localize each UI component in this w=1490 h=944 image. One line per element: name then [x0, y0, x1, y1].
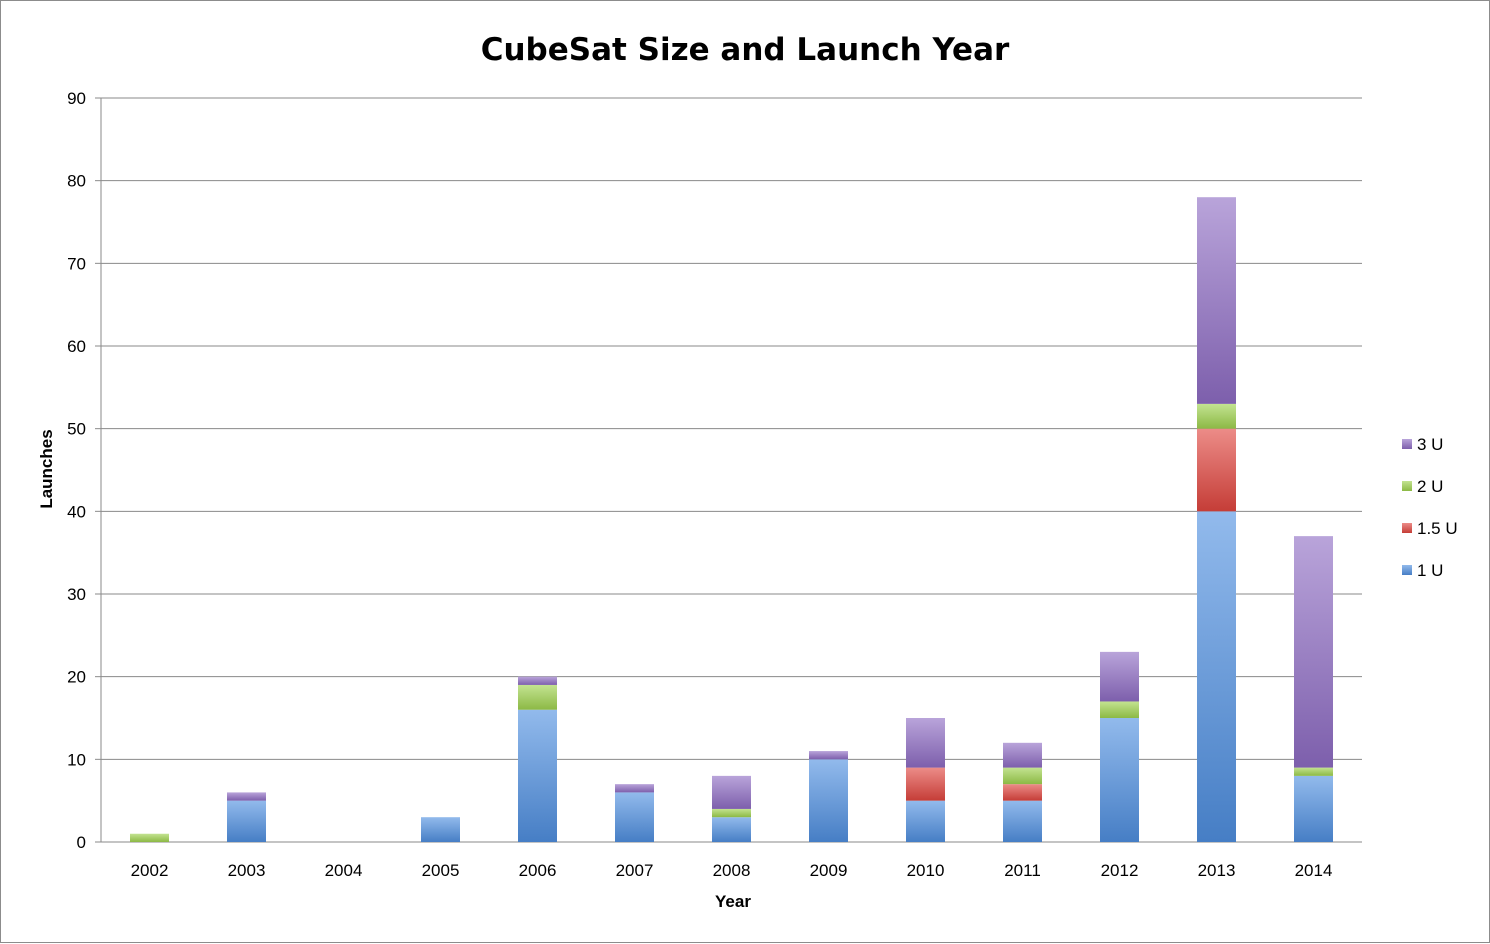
bar-2013-2-U: [1197, 403, 1236, 429]
bar-2005-1-U: [421, 817, 460, 842]
y-tick-label-0: 0: [77, 833, 86, 852]
legend-swatch-1-5-U: [1402, 523, 1412, 533]
legend-swatch-1-U: [1402, 565, 1412, 575]
bar-2011-2-U: [1003, 767, 1042, 785]
y-tick-label-90: 90: [67, 89, 86, 108]
bar-2007-1-U: [615, 792, 654, 842]
bar-2012-1-U: [1100, 718, 1139, 842]
x-tick-label-2002: 2002: [131, 861, 169, 880]
y-axis-title: Launches: [37, 429, 56, 508]
bar-2012-3-U: [1100, 651, 1139, 702]
bar-2013-1-U: [1197, 511, 1236, 842]
y-tick-label-20: 20: [67, 668, 86, 687]
bar-2006-1-U: [518, 709, 557, 842]
bar-2011-1-U: [1003, 800, 1042, 842]
y-tick-label-40: 40: [67, 502, 86, 521]
y-tick-label-60: 60: [67, 337, 86, 356]
y-tick-label-50: 50: [67, 420, 86, 439]
gridlines: [95, 97, 1362, 843]
y-tick-label-70: 70: [67, 254, 86, 273]
bar-2012-2-U: [1100, 701, 1139, 718]
bar-2014-2-U: [1294, 767, 1333, 776]
bar-2003-3-U: [227, 792, 266, 801]
x-tick-label-2003: 2003: [228, 861, 266, 880]
x-tick-label-2006: 2006: [519, 861, 557, 880]
legend-swatch-2-U: [1402, 481, 1412, 491]
bar-2013-1-5-U: [1197, 428, 1236, 512]
legend-label-1-U: 1 U: [1417, 561, 1443, 580]
x-tick-label-2013: 2013: [1198, 861, 1236, 880]
x-tick-label-2012: 2012: [1101, 861, 1139, 880]
x-tick-label-2014: 2014: [1295, 861, 1333, 880]
legend-swatch-3-U: [1402, 439, 1412, 449]
x-tick-label-2007: 2007: [616, 861, 654, 880]
y-tick-label-10: 10: [67, 750, 86, 769]
bar-2008-2-U: [712, 808, 751, 818]
y-tick-label-80: 80: [67, 172, 86, 191]
x-axis-title: Year: [715, 892, 751, 911]
bar-2009-3-U: [809, 751, 848, 760]
bar-2007-3-U: [615, 784, 654, 793]
bars: [130, 197, 1333, 842]
y-tick-label-30: 30: [67, 585, 86, 604]
bar-2006-2-U: [518, 684, 557, 710]
bar-2011-3-U: [1003, 742, 1042, 768]
x-tick-label-2004: 2004: [325, 861, 363, 880]
chart-title: CubeSat Size and Launch Year: [481, 32, 1010, 68]
bar-2003-1-U: [227, 800, 266, 842]
y-tick-labels: 0 10 20 30 40 50 60 70 80 90: [67, 89, 86, 852]
legend: 3 U 2 U 1.5 U 1 U: [1402, 435, 1458, 580]
legend-label-3-U: 3 U: [1417, 435, 1443, 454]
x-tick-label-2005: 2005: [422, 861, 460, 880]
bar-2014-3-U: [1294, 536, 1333, 768]
bar-2013-3-U: [1197, 197, 1236, 404]
bar-2010-3-U: [906, 718, 945, 768]
bar-2014-1-U: [1294, 775, 1333, 842]
bar-2008-1-U: [712, 817, 751, 842]
bar-2006-3-U: [518, 676, 557, 685]
bar-2009-1-U: [809, 759, 848, 842]
x-tick-label-2008: 2008: [713, 861, 751, 880]
bar-2010-1-U: [906, 800, 945, 842]
bar-2002-2-U: [130, 833, 169, 842]
x-tick-labels: 2002 2003 2004 2005 2006 2007 2008 2009 2010 2011…: [131, 861, 1333, 880]
bar-2008-3-U: [712, 775, 751, 809]
x-tick-label-2009: 2009: [810, 861, 848, 880]
legend-label-2-U: 2 U: [1417, 477, 1443, 496]
legend-label-1-5-U: 1.5 U: [1417, 519, 1458, 538]
bar-2010-1-5-U: [906, 767, 945, 801]
bar-2011-1-5-U: [1003, 784, 1042, 801]
x-tick-label-2010: 2010: [907, 861, 945, 880]
x-tick-label-2011: 2011: [1004, 861, 1041, 880]
